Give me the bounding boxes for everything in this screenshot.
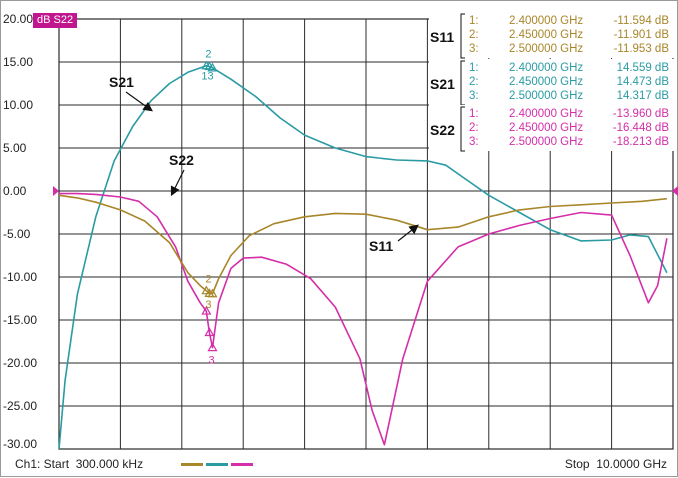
marker-frequency: 2.400000 GHz: [509, 108, 583, 120]
marker-frequency: 2.500000 GHz: [509, 90, 583, 102]
marker-number-label: 2: [205, 274, 211, 286]
annotation-arrow-s22: [170, 169, 185, 197]
marker-value: -16.448 dB: [613, 122, 670, 134]
y-tick-label: -5.00: [3, 227, 31, 241]
marker-frequency: 2.450000 GHz: [509, 122, 583, 134]
marker-table-bracket: [460, 106, 465, 152]
marker-number: 3:: [469, 90, 479, 102]
markers: 2 13 2 3 3: [201, 49, 218, 367]
active-trace-label[interactable]: dB S22: [33, 13, 78, 28]
y-tick-label: -15.00: [3, 313, 37, 327]
trace-s21: [58, 65, 668, 450]
y-tick-label: -30.00: [3, 437, 37, 451]
marker-number: 3:: [469, 43, 479, 55]
annotation-arrow-s21: [125, 91, 153, 112]
marker-frequency: 2.450000 GHz: [509, 29, 583, 41]
marker-table-title: S21: [430, 76, 455, 92]
marker-s22-1: [201, 305, 212, 315]
annotation-label-s22: S22: [169, 152, 194, 168]
marker-frequency: 2.500000 GHz: [509, 43, 583, 55]
trace-s22: [59, 192, 668, 446]
marker-table-title: S22: [430, 122, 455, 138]
marker-number: 1:: [469, 62, 479, 74]
marker-number: 2:: [469, 29, 479, 41]
marker-value: -13.960 dB: [613, 108, 670, 120]
marker-value: -11.594 dB: [614, 15, 670, 27]
marker-number-label: 3: [205, 299, 211, 311]
marker-number-label: 3: [208, 355, 214, 367]
marker-s21-3: [207, 62, 218, 72]
marker-frequency: 2.400000 GHz: [509, 62, 583, 74]
marker-frequency: 2.450000 GHz: [509, 76, 583, 88]
y-tick-label: -20.00: [3, 356, 37, 370]
y-tick-label: 10.00: [3, 98, 33, 112]
y-tick-label: 15.00: [3, 55, 33, 69]
marker-number-label: 2: [205, 49, 211, 61]
marker-number: 1:: [469, 108, 479, 120]
marker-frequency: 2.500000 GHz: [509, 136, 583, 148]
annotation-label-s11: S11: [369, 238, 393, 254]
marker-value: -11.901 dB: [614, 29, 670, 41]
annotation-arrow-s11: [397, 224, 419, 242]
marker-table-bracket: [460, 13, 465, 59]
trace-swatches: [181, 463, 253, 466]
marker-number: 1:: [469, 15, 479, 27]
marker-value: 14.473 dB: [617, 76, 670, 88]
y-tick-label: 20.00: [3, 12, 33, 26]
annotations: S21 S22 S11: [109, 74, 419, 254]
marker-value: 14.559 dB: [617, 62, 670, 74]
s11-swatch: [181, 463, 203, 466]
marker-number-label: 13: [201, 71, 213, 83]
start-frequency: Ch1: Start 300.000 kHz: [15, 457, 144, 471]
marker-s22-3: [207, 342, 218, 352]
marker-value: 14.317 dB: [617, 90, 670, 102]
marker-table-bg: [429, 59, 675, 105]
y-axis-ticks: 20.00 15.00 10.00 5.00 0.00 -5.00 -10.00 -15.00…: [3, 12, 37, 451]
status-bar: Ch1: Start 300.000 kHz Stop 10.0000 GHz: [1, 452, 677, 476]
traces: [58, 65, 668, 450]
marker-number: 2:: [469, 122, 479, 134]
marker-frequency: 2.400000 GHz: [509, 15, 583, 27]
reference-marker-left: [53, 186, 59, 196]
trace-s11: [58, 194, 667, 295]
y-tick-label: 5.00: [3, 141, 27, 155]
marker-value: -11.953 dB: [614, 43, 670, 55]
y-tick-label: -25.00: [3, 399, 37, 413]
y-tick-label: 0.00: [3, 184, 27, 198]
marker-s22-2: [204, 327, 215, 337]
marker-tables: S11 1: 2.400000 GHz -11.594 dB 2: 2.450000 GH…: [429, 12, 675, 152]
y-tick-label: -10.00: [3, 270, 37, 284]
marker-table-title: S11: [430, 29, 454, 45]
s22-swatch: [231, 463, 253, 466]
marker-table-bg: [429, 12, 675, 58]
s21-swatch: [206, 463, 228, 466]
reference-marker-right: [672, 186, 678, 196]
marker-table-bg: [429, 105, 675, 151]
stop-frequency: Stop 10.0000 GHz: [564, 457, 667, 471]
marker-number: 2:: [469, 76, 479, 88]
annotation-label-s21: S21: [109, 74, 134, 90]
marker-number: 3:: [469, 136, 479, 148]
reference-markers: [53, 186, 678, 196]
marker-s11-3: [207, 288, 218, 298]
marker-value: -18.213 dB: [613, 136, 670, 148]
